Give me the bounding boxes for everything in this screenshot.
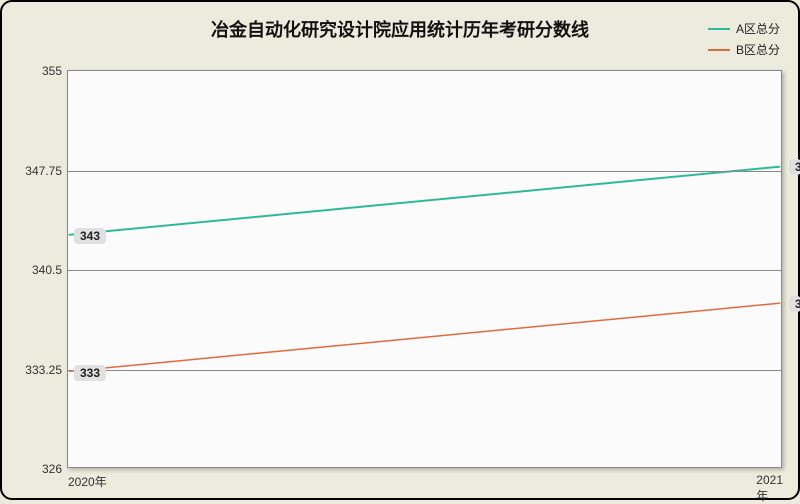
legend-label: A区总分 — [736, 20, 780, 37]
legend-swatch-0 — [708, 28, 730, 30]
x-tick-label: 2020年 — [68, 473, 107, 490]
data-label: 348 — [789, 159, 800, 175]
y-tick-label: 347.75 — [25, 164, 62, 178]
y-tick-label: 355 — [42, 64, 62, 78]
legend-item: A区总分 — [708, 20, 780, 37]
y-tick-label: 333.25 — [25, 363, 62, 377]
chart-title: 冶金自动化研究设计院应用统计历年考研分数线 — [211, 16, 589, 42]
legend-label: B区总分 — [736, 41, 780, 58]
grid-line — [68, 171, 781, 172]
legend-item: B区总分 — [708, 41, 780, 58]
grid-line — [68, 370, 781, 371]
x-tick-label: 2021年 — [756, 473, 783, 504]
grid-line — [68, 270, 781, 271]
series-line — [69, 167, 780, 235]
legend-swatch-1 — [708, 49, 730, 51]
data-label: 338 — [789, 296, 800, 312]
chart-lines — [68, 71, 781, 467]
y-tick-label: 340.5 — [32, 263, 62, 277]
series-line — [69, 303, 780, 371]
legend: A区总分 B区总分 — [708, 20, 780, 62]
data-label: 333 — [74, 365, 106, 381]
y-tick-label: 326 — [42, 462, 62, 476]
plot-area: 326333.25340.5347.753552020年2021年3433483… — [67, 70, 782, 468]
chart-container: 冶金自动化研究设计院应用统计历年考研分数线 A区总分 B区总分 326333.2… — [0, 0, 800, 500]
data-label: 343 — [74, 228, 106, 244]
